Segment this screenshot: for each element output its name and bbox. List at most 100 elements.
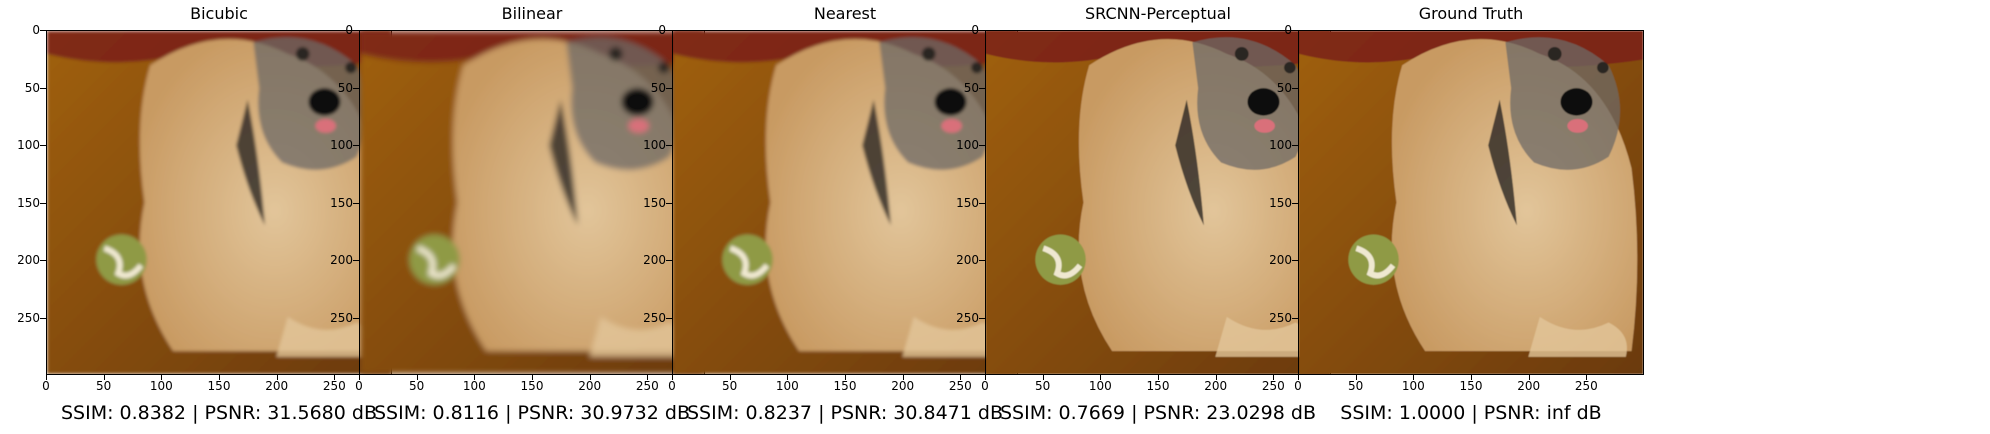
panel-title: Bicubic <box>190 4 248 23</box>
x-tick-label: 0 <box>668 379 676 393</box>
y-tick-mark <box>979 30 985 31</box>
x-tick-mark <box>416 375 418 380</box>
x-tick-mark <box>276 375 278 380</box>
y-tick-mark <box>40 145 46 146</box>
x-tick-label: 100 <box>462 379 486 393</box>
y-tick-mark <box>666 260 672 261</box>
panel-title: SRCNN-Perceptual <box>1085 4 1231 23</box>
y-tick-label: 250 <box>330 310 353 325</box>
x-tick-label: 250 <box>635 379 659 393</box>
y-tick-label: 50 <box>337 80 353 95</box>
y-tick-label: 0 <box>32 23 40 37</box>
y-tick-label: 150 <box>1269 195 1292 210</box>
y-tick-mark <box>979 317 985 319</box>
metrics-caption: SSIM: 0.8382 | PSNR: 31.5680 dB <box>60 402 377 424</box>
x-tick-label: 50 <box>722 379 738 393</box>
x-tick-label: 200 <box>1517 379 1541 393</box>
metrics-caption: SSIM: 0.8237 | PSNR: 30.8471 dB <box>686 402 1003 424</box>
y-tick-label: 200 <box>643 253 666 267</box>
x-tick-mark <box>1158 375 1159 380</box>
y-tick-mark <box>979 260 985 261</box>
dog-photo <box>673 31 1017 374</box>
image-panel: Bilinear 0 50 100 150 200 250 0 50 100 150 200 250 S… <box>313 0 705 434</box>
metrics-caption: SSIM: 0.8116 | PSNR: 30.9732 dB <box>373 402 690 424</box>
x-tick-mark <box>672 375 673 380</box>
x-tick-mark <box>1100 375 1102 380</box>
y-tick-mark <box>40 260 46 261</box>
y-tick-mark <box>1292 87 1298 89</box>
x-tick-mark <box>532 375 533 380</box>
y-tick-mark <box>1292 145 1298 146</box>
y-tick-mark <box>353 202 359 204</box>
x-tick-label: 200 <box>265 379 289 393</box>
metrics-caption: SSIM: 1.0000 | PSNR: inf dB <box>1340 402 1602 424</box>
x-tick-mark <box>103 375 105 380</box>
image-axes <box>359 30 705 375</box>
y-tick-label: 50 <box>24 80 40 95</box>
y-tick-label: 50 <box>650 80 666 95</box>
x-tick-label: 100 <box>1401 379 1425 393</box>
x-tick-mark <box>1528 375 1530 380</box>
y-tick-label: 150 <box>956 195 979 210</box>
image-panel: SRCNN-Perceptual 0 50 100 150 200 250 0 50 100 15… <box>939 0 1331 434</box>
panel-title: Bilinear <box>501 4 563 23</box>
y-tick-label: 200 <box>1269 253 1292 267</box>
x-tick-mark <box>729 375 731 380</box>
y-tick-label: 100 <box>1269 138 1292 152</box>
dog-photo <box>360 31 704 374</box>
y-tick-mark <box>353 87 359 89</box>
y-tick-label: 100 <box>17 138 40 152</box>
image-axes <box>46 30 392 375</box>
x-tick-label: 0 <box>981 379 989 393</box>
image-panel: Nearest 0 50 100 150 200 250 0 50 100 150 200 250 SS… <box>626 0 1018 434</box>
x-tick-mark <box>161 375 163 380</box>
x-tick-mark <box>1355 375 1357 380</box>
y-tick-label: 150 <box>643 195 666 210</box>
x-tick-label: 200 <box>891 379 915 393</box>
image-axes <box>985 30 1331 375</box>
x-tick-mark <box>589 375 591 380</box>
panel-title: Nearest <box>813 4 877 23</box>
y-tick-label: 250 <box>956 310 979 325</box>
x-tick-mark <box>902 375 904 380</box>
x-tick-mark <box>845 375 846 380</box>
y-tick-mark <box>1292 202 1298 204</box>
y-tick-mark <box>40 202 46 204</box>
y-tick-label: 0 <box>658 23 666 37</box>
y-tick-mark <box>666 30 672 31</box>
y-tick-mark <box>40 87 46 89</box>
y-tick-mark <box>979 202 985 204</box>
y-tick-label: 100 <box>956 138 979 152</box>
x-tick-label: 150 <box>520 379 544 393</box>
dog-photo <box>47 31 391 374</box>
x-tick-label: 150 <box>207 379 231 393</box>
y-tick-mark <box>353 30 359 31</box>
x-tick-mark <box>1298 375 1299 380</box>
image-panel: Bicubic 0 50 100 150 200 250 0 50 100 150 200 250 SS… <box>0 0 392 434</box>
y-tick-mark <box>666 317 672 319</box>
y-tick-label: 150 <box>17 195 40 210</box>
y-tick-mark <box>666 145 672 146</box>
x-tick-mark <box>334 375 336 380</box>
x-tick-label: 50 <box>409 379 425 393</box>
y-tick-mark <box>353 260 359 261</box>
dog-photo <box>1299 31 1643 374</box>
y-tick-mark <box>1292 317 1298 319</box>
x-tick-label: 250 <box>948 379 972 393</box>
x-tick-mark <box>1471 375 1472 380</box>
x-tick-mark <box>1586 375 1588 380</box>
y-tick-label: 50 <box>1276 80 1292 95</box>
y-tick-label: 200 <box>330 253 353 267</box>
x-tick-label: 150 <box>833 379 857 393</box>
x-tick-mark <box>985 375 986 380</box>
metrics-caption: SSIM: 0.7669 | PSNR: 23.0298 dB <box>999 402 1316 424</box>
x-tick-label: 0 <box>1294 379 1302 393</box>
x-tick-mark <box>1042 375 1044 380</box>
y-tick-mark <box>666 87 672 89</box>
y-tick-label: 0 <box>1284 23 1292 37</box>
x-tick-mark <box>46 375 47 380</box>
x-tick-label: 100 <box>1088 379 1112 393</box>
x-tick-label: 100 <box>149 379 173 393</box>
y-tick-label: 250 <box>1269 310 1292 325</box>
y-tick-label: 250 <box>643 310 666 325</box>
